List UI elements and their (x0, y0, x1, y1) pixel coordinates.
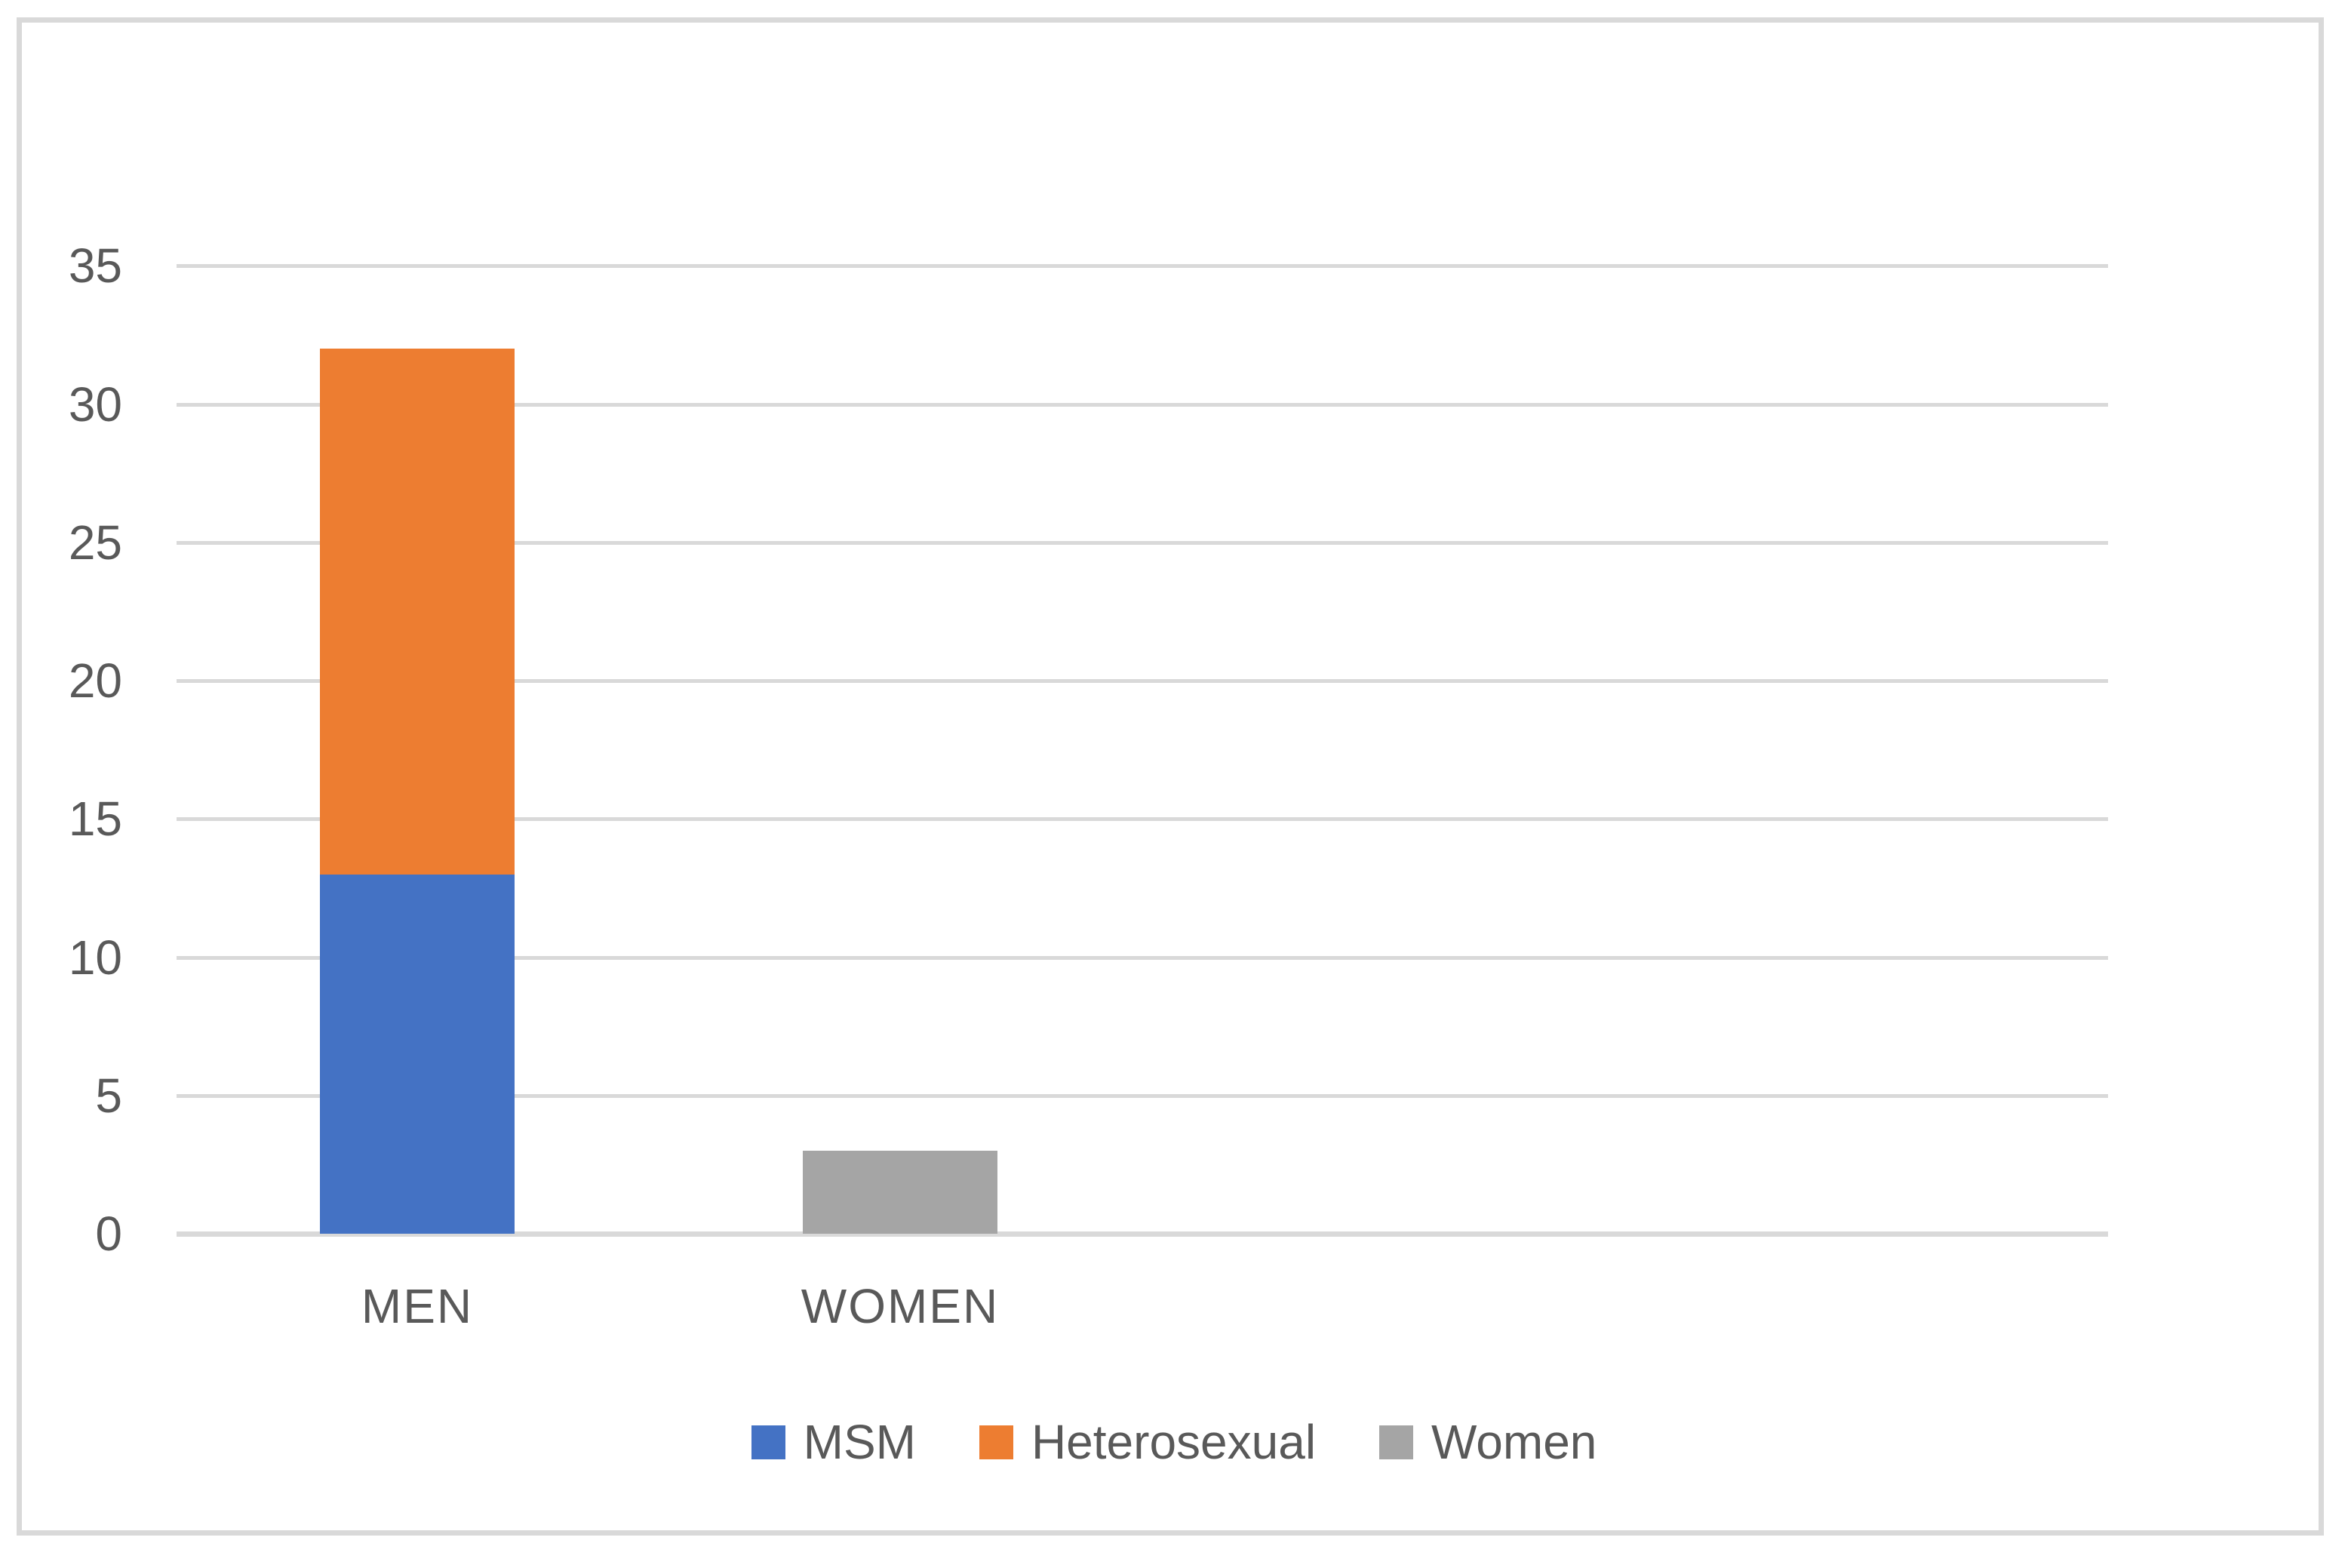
legend-swatch-icon (979, 1425, 1013, 1459)
legend-item-women: Women (1379, 1414, 1597, 1470)
gridline (177, 1093, 2108, 1098)
y-axis-label: 30 (68, 377, 122, 432)
bar-segment-msm (320, 874, 515, 1234)
gridline (177, 402, 2108, 407)
legend-swatch-icon (751, 1425, 785, 1459)
gridline (177, 540, 2108, 545)
y-axis-label: 20 (68, 653, 122, 708)
y-axis-label: 10 (68, 930, 122, 985)
y-axis-label: 35 (68, 238, 122, 294)
y-axis-label: 25 (68, 515, 122, 570)
x-axis-line (177, 1231, 2108, 1237)
gridline (177, 679, 2108, 683)
gridline (177, 817, 2108, 822)
legend-item-heterosexual: Heterosexual (979, 1414, 1316, 1470)
y-axis-label: 0 (95, 1207, 122, 1261)
y-axis-label: 5 (95, 1068, 122, 1123)
bar-segment-heterosexual (320, 349, 515, 875)
bar-segment-women (803, 1151, 997, 1234)
legend-label-women: Women (1431, 1415, 1597, 1469)
legend: MSM Heterosexual Women (0, 1408, 2348, 1476)
y-axis-label: 15 (68, 792, 122, 847)
legend-label-heterosexual: Heterosexual (1031, 1415, 1317, 1469)
legend-item-msm: MSM (751, 1414, 916, 1470)
gridline (177, 264, 2108, 269)
legend-label-msm: MSM (803, 1415, 916, 1469)
legend-swatch-icon (1379, 1425, 1414, 1459)
category-label-men: MEN (361, 1279, 474, 1333)
gridline (177, 955, 2108, 960)
category-label-women: WOMEN (801, 1279, 1000, 1333)
